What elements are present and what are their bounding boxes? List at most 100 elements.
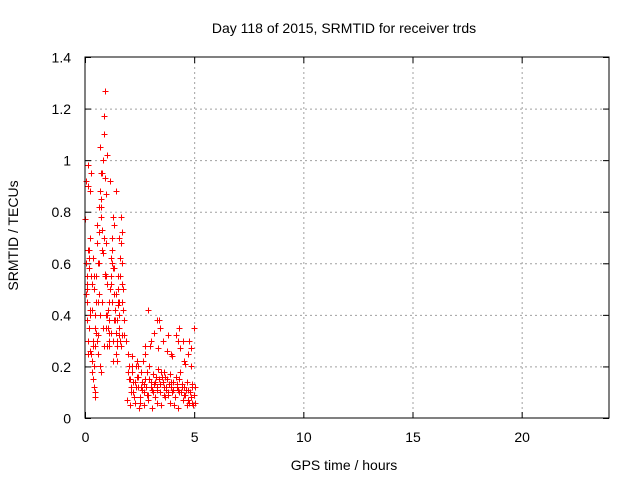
- data-point: [184, 402, 191, 409]
- data-point: [146, 376, 153, 383]
- data-point: [132, 400, 139, 407]
- data-point: [98, 196, 105, 203]
- data-point: [117, 255, 124, 262]
- data-point: [176, 389, 183, 396]
- data-point: [116, 312, 123, 319]
- data-point: [149, 405, 156, 412]
- data-point: [107, 286, 114, 293]
- data-point: [165, 389, 172, 396]
- data-point: [176, 376, 183, 383]
- y-tick-label: 1.4: [52, 50, 72, 66]
- x-tick-label: 20: [514, 429, 530, 445]
- data-point: [157, 381, 164, 388]
- data-point: [136, 405, 143, 412]
- data-point: [135, 374, 142, 381]
- data-point: [141, 381, 148, 388]
- data-point: [146, 363, 153, 370]
- data-point: [95, 299, 102, 306]
- data-point: [90, 343, 97, 350]
- data-point: [180, 397, 187, 404]
- data-point: [145, 307, 152, 314]
- data-point: [167, 400, 174, 407]
- data-point: [103, 312, 110, 319]
- data-point: [164, 376, 171, 383]
- data-point: [111, 222, 118, 229]
- data-point: [125, 351, 132, 358]
- data-point: [94, 222, 101, 229]
- data-point: [142, 351, 149, 358]
- data-point: [107, 178, 114, 185]
- data-point: [100, 325, 107, 332]
- data-point: [129, 363, 136, 370]
- data-point: [113, 351, 120, 358]
- data-point: [140, 358, 147, 365]
- data-point: [183, 387, 190, 394]
- y-tick-label: 0: [63, 411, 71, 427]
- data-point: [172, 394, 179, 401]
- data-point: [131, 394, 138, 401]
- data-point: [99, 170, 106, 177]
- data-point: [109, 235, 116, 242]
- data-point: [85, 183, 92, 190]
- data-point: [135, 363, 142, 370]
- data-point: [118, 214, 125, 221]
- data-point: [115, 302, 122, 309]
- data-point: [174, 381, 181, 388]
- data-point: [160, 338, 167, 345]
- data-point: [103, 191, 110, 198]
- data-point: [95, 332, 102, 339]
- data-point: [142, 343, 149, 350]
- data-point: [124, 397, 131, 404]
- data-point: [130, 379, 137, 386]
- data-point: [161, 369, 168, 376]
- data-point: [138, 384, 145, 391]
- data-point: [85, 338, 92, 345]
- data-point: [108, 255, 115, 262]
- data-point: [181, 358, 188, 365]
- data-point: [176, 325, 183, 332]
- data-point: [110, 358, 117, 365]
- data-point: [110, 214, 117, 221]
- data-point: [89, 281, 96, 288]
- data-point: [92, 394, 99, 401]
- x-axis-label: GPS time / hours: [291, 457, 398, 473]
- data-point: [157, 325, 164, 332]
- data-point: [100, 157, 107, 164]
- data-point: [187, 389, 194, 396]
- data-point: [152, 379, 159, 386]
- data-point: [97, 188, 104, 195]
- data-point: [191, 392, 198, 399]
- data-point: [175, 405, 182, 412]
- data-point: [86, 325, 93, 332]
- data-point: [106, 317, 113, 324]
- data-point: [97, 363, 104, 370]
- data-point: [91, 363, 98, 370]
- data-point: [182, 361, 189, 368]
- data-point: [154, 317, 161, 324]
- y-tick-label: 0.6: [52, 256, 72, 272]
- data-point: [148, 338, 155, 345]
- data-point: [189, 384, 196, 391]
- data-point: [177, 369, 184, 376]
- data-point: [128, 389, 135, 396]
- data-point: [101, 235, 108, 242]
- data-point: [126, 376, 133, 383]
- data-point: [144, 392, 151, 399]
- data-point: [119, 229, 126, 236]
- data-point: [113, 291, 120, 298]
- data-point: [119, 260, 126, 267]
- data-point: [99, 247, 106, 254]
- data-point: [121, 317, 128, 324]
- data-point: [102, 175, 109, 182]
- data-point: [112, 317, 119, 324]
- data-point: [85, 247, 92, 254]
- data-point: [148, 384, 155, 391]
- data-points: [82, 88, 199, 412]
- data-point: [167, 371, 174, 378]
- data-point: [102, 88, 109, 95]
- data-point: [158, 402, 165, 409]
- data-point: [97, 312, 104, 319]
- data-point: [114, 343, 121, 350]
- data-point: [101, 343, 108, 350]
